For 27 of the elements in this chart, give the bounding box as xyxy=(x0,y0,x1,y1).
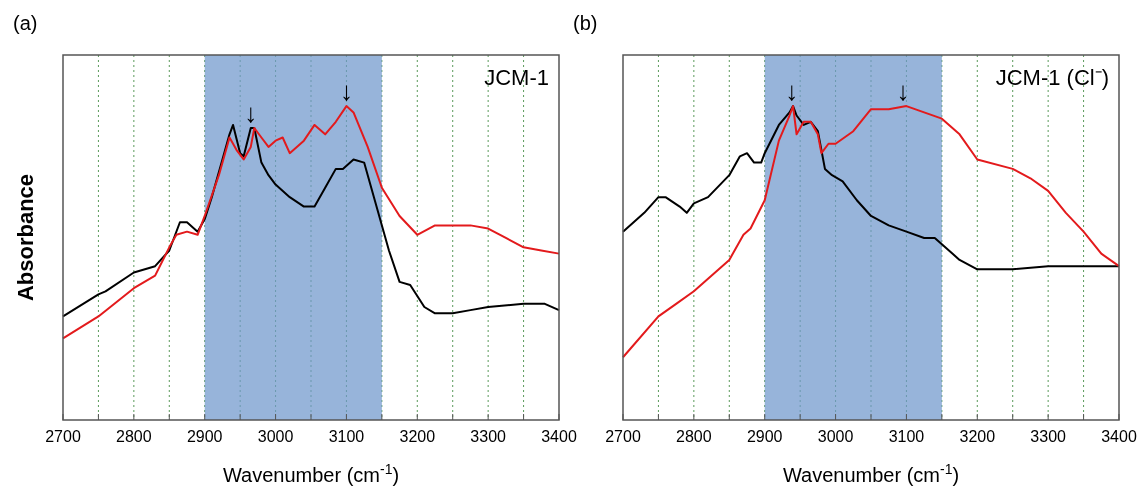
x-tick-label: 3000 xyxy=(817,428,854,445)
text: JCM-1 xyxy=(484,65,549,90)
annotation: ↓ xyxy=(244,98,258,129)
x-tick-label: 2800 xyxy=(116,428,152,445)
x-tick-label: 3300 xyxy=(470,428,507,445)
x-tick-label: 3100 xyxy=(328,428,365,445)
chart-title: (b) xyxy=(573,12,598,34)
x-tick-label: 3400 xyxy=(1101,428,1137,445)
x-tick-label: 2900 xyxy=(186,428,223,445)
x-tick-label: 2700 xyxy=(45,428,81,445)
x-tick-label: 3100 xyxy=(888,428,925,445)
y-axis-title: Absorbance xyxy=(13,173,38,302)
x-axis-title: Wavenumber (cm$^{-1}$) xyxy=(222,461,400,486)
x-tick-label: 3000 xyxy=(257,428,294,445)
x-tick-label: 2900 xyxy=(746,428,783,445)
annotation: ↓ xyxy=(785,76,799,107)
x-tick-label: 3300 xyxy=(1030,428,1067,445)
x-tick-label: 3200 xyxy=(399,428,436,445)
annotation: ↓ xyxy=(339,76,353,107)
x-tick-label: 2800 xyxy=(676,428,712,445)
x-tick-label: 3200 xyxy=(959,428,996,445)
x-tick-label: 3400 xyxy=(541,428,577,445)
x-tick-label: 2700 xyxy=(605,428,641,445)
chart-title: (a) xyxy=(13,12,38,34)
annotation: ↓ xyxy=(896,76,910,107)
x-axis-title: Wavenumber (cm$^{-1}$) xyxy=(782,461,960,486)
text: JCM-1 (Cl⁻) xyxy=(995,65,1109,90)
